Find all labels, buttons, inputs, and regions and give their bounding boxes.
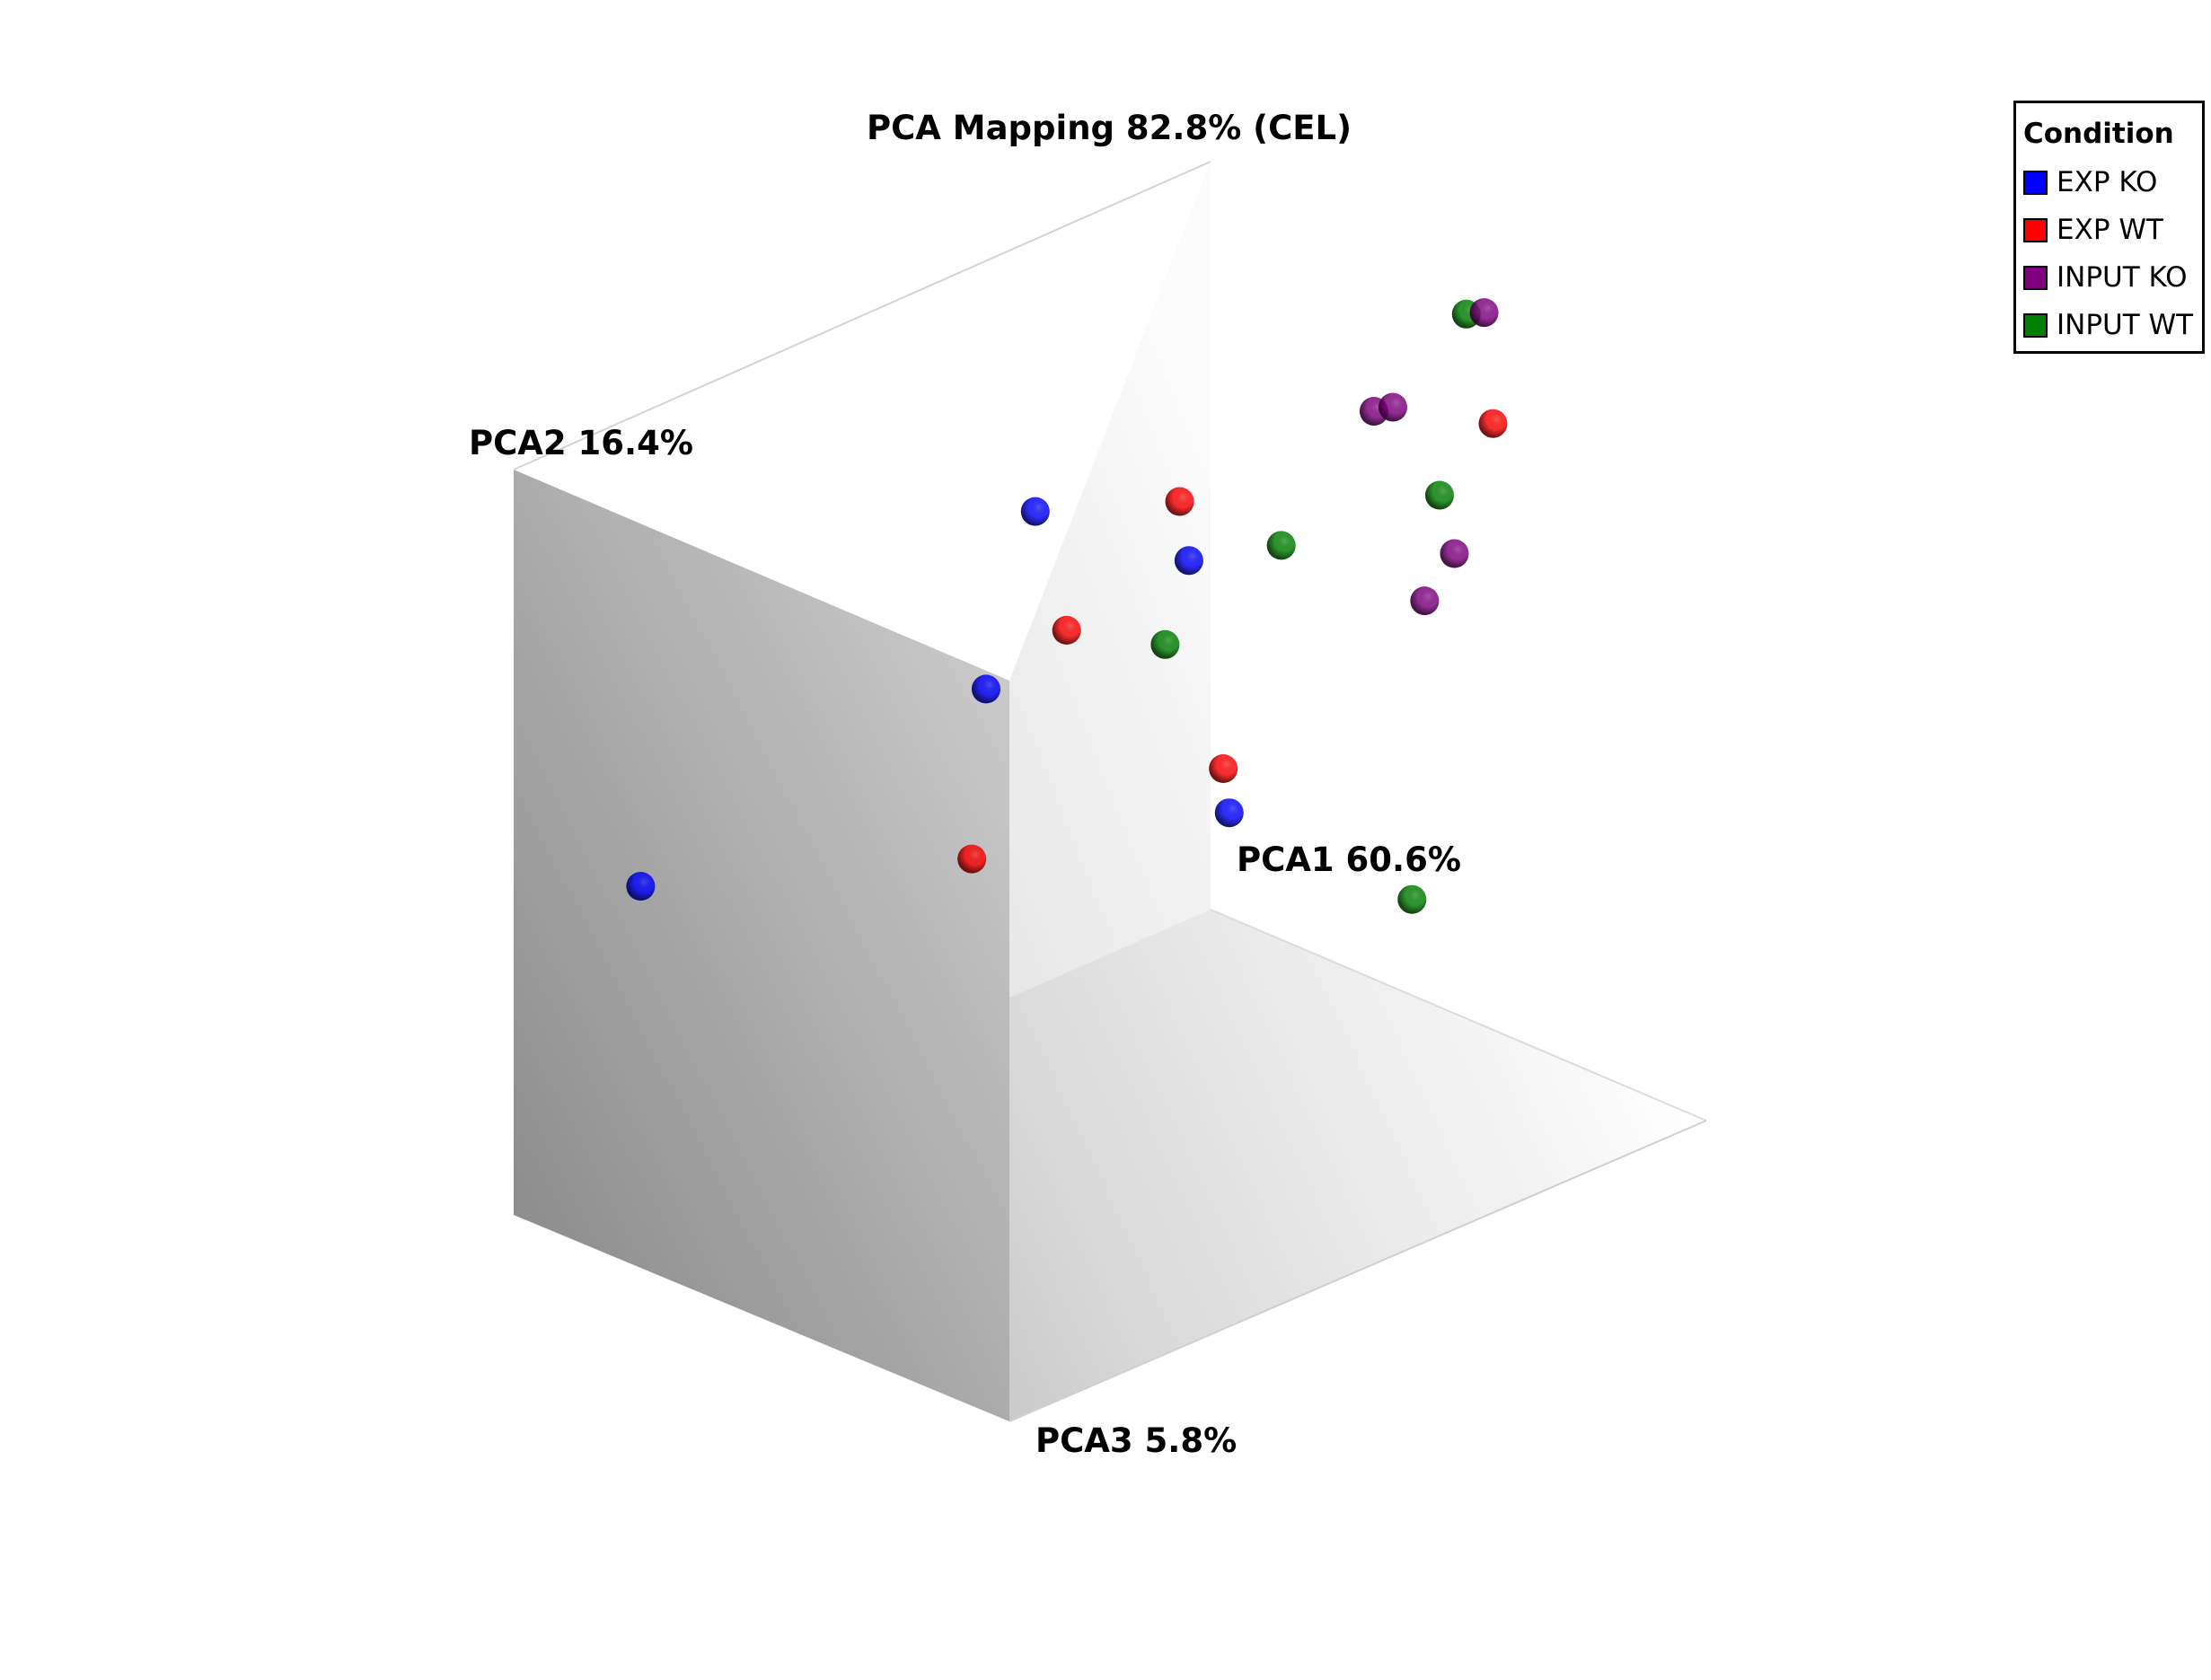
- point-shading: [626, 872, 656, 901]
- point-exp-ko-1: [626, 872, 656, 901]
- point-exp-ko-5: [1214, 798, 1244, 828]
- chart-title: PCA Mapping 82.8% (CEL): [867, 109, 1352, 147]
- legend-title: Condition: [2023, 118, 2174, 150]
- point-shading: [1410, 586, 1440, 616]
- point-shading: [1266, 531, 1296, 560]
- point-exp-ko-4: [1020, 497, 1050, 526]
- point-input-wt-5: [1397, 884, 1427, 914]
- legend-item-exp-wt: EXP WT: [2023, 212, 2163, 248]
- point-exp-wt-1: [1165, 487, 1194, 516]
- legend-swatch-exp-wt: [2023, 217, 2048, 242]
- point-exp-ko-2: [972, 674, 1000, 704]
- point-input-ko-5: [1410, 586, 1440, 616]
- legend-swatch-input-wt: [2023, 312, 2048, 338]
- y-axis-label: PCA2 16.4%: [469, 424, 693, 462]
- legend: Condition EXP KO EXP WT INPUT KO INPUT W…: [2013, 101, 2205, 354]
- point-exp-wt-4: [1209, 754, 1238, 783]
- point-shading: [1020, 497, 1050, 526]
- side-wall-pane: [514, 470, 1009, 1421]
- legend-swatch-exp-ko: [2023, 170, 2048, 195]
- point-shading: [1425, 480, 1454, 510]
- point-input-wt-4: [1266, 531, 1296, 560]
- back-wall-top-edge: [513, 161, 1211, 471]
- data-points: [626, 298, 1508, 914]
- point-shading: [1478, 409, 1508, 438]
- point-shading: [1440, 539, 1469, 568]
- legend-label-input-wt: INPUT WT: [2057, 309, 2194, 341]
- point-shading: [1150, 629, 1180, 659]
- point-shading: [1397, 884, 1427, 914]
- legend-label-exp-ko: EXP KO: [2057, 166, 2158, 198]
- point-input-wt-2: [1150, 629, 1180, 659]
- point-input-ko-2: [1440, 539, 1469, 568]
- point-input-wt-3: [1425, 480, 1454, 510]
- point-shading: [1469, 298, 1499, 328]
- point-shading: [1174, 546, 1203, 576]
- point-exp-wt-2: [1478, 409, 1508, 438]
- floor-far-edge: [1210, 909, 1707, 1121]
- x-axis-label: PCA1 60.6%: [1237, 840, 1461, 879]
- point-shading: [1379, 392, 1407, 422]
- point-shading: [1209, 754, 1238, 783]
- point-exp-wt-5: [957, 844, 987, 874]
- point-shading: [957, 844, 987, 874]
- point-exp-ko-3: [1174, 546, 1203, 576]
- legend-label-exp-wt: EXP WT: [2057, 214, 2163, 246]
- legend-item-exp-ko: EXP KO: [2023, 164, 2157, 200]
- point-input-ko-1: [1469, 298, 1499, 328]
- point-shading: [972, 674, 1000, 704]
- legend-label-input-ko: INPUT KO: [2057, 261, 2188, 294]
- floor-front-edge: [1009, 1120, 1707, 1422]
- legend-item-input-wt: INPUT WT: [2023, 307, 2193, 343]
- point-shading: [1052, 615, 1081, 645]
- z-axis-label: PCA3 5.8%: [1035, 1421, 1237, 1460]
- legend-item-input-ko: INPUT KO: [2023, 259, 2188, 295]
- point-exp-wt-3: [1052, 615, 1081, 645]
- legend-swatch-input-ko: [2023, 265, 2048, 290]
- point-shading: [1165, 487, 1194, 516]
- point-input-ko-4: [1379, 392, 1407, 422]
- point-shading: [1214, 798, 1244, 828]
